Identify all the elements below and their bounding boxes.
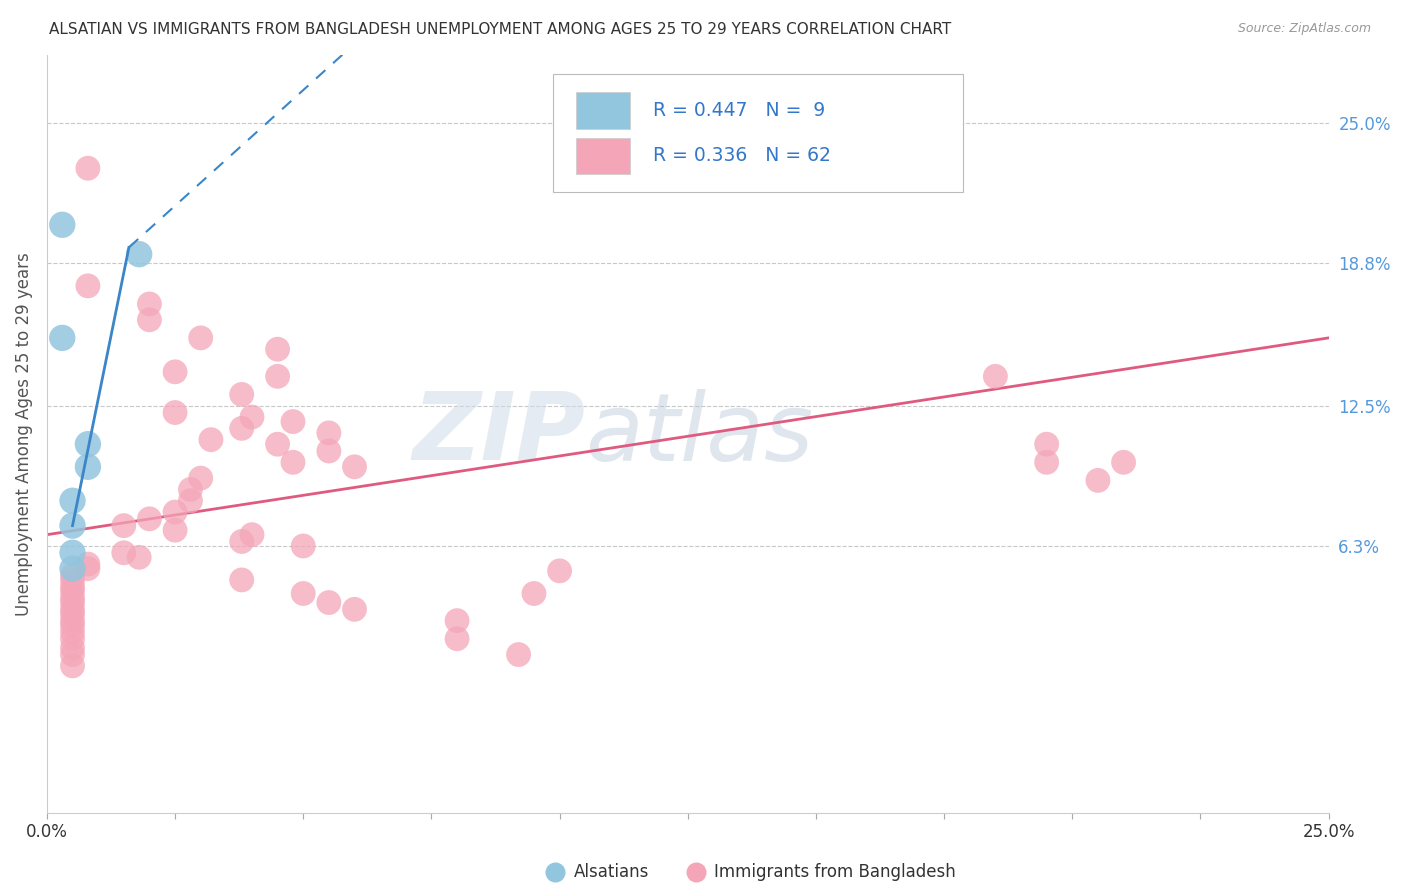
Point [62,573,84,587]
Point [200,433,222,447]
Point [62,584,84,599]
Point [165,365,187,379]
Point [62,640,84,655]
Point [190,471,212,485]
Point [266,437,288,451]
Y-axis label: Unemployment Among Ages 25 to 29 years: Unemployment Among Ages 25 to 29 years [15,252,32,615]
Point [165,505,187,519]
Point [179,493,201,508]
Text: ALSATIAN VS IMMIGRANTS FROM BANGLADESH UNEMPLOYMENT AMONG AGES 25 TO 29 YEARS CO: ALSATIAN VS IMMIGRANTS FROM BANGLADESH U… [49,22,952,37]
Point [165,405,187,419]
Point [231,573,253,587]
Point [62,607,84,621]
Point [281,455,304,469]
Point [318,595,340,609]
Point [112,518,135,533]
Point [138,297,160,311]
Point [62,591,84,605]
Point [77,557,100,571]
Point [62,602,84,616]
Point [77,459,100,474]
Point [292,539,315,553]
Point [281,415,304,429]
Point [231,387,253,401]
Point [266,342,288,356]
Point [446,614,468,628]
Text: Alsatians: Alsatians [574,863,650,881]
Point [62,518,84,533]
Point [62,595,84,609]
Point [165,523,187,537]
Point [62,614,84,628]
Text: atlas: atlas [585,389,814,480]
Point [62,546,84,560]
Text: R = 0.336   N = 62: R = 0.336 N = 62 [654,146,831,165]
Point [77,278,100,293]
Point [984,369,1007,384]
Point [231,534,253,549]
Point [62,561,84,575]
Point [508,648,530,662]
Point [62,624,84,639]
Point [62,658,84,673]
Point [343,602,366,616]
Point [231,421,253,435]
FancyBboxPatch shape [553,74,963,192]
Point [77,437,100,451]
FancyBboxPatch shape [576,92,630,128]
Point [77,161,100,176]
Point [446,632,468,646]
Point [51,331,73,345]
Point [51,218,73,232]
Point [240,410,263,425]
Point [77,561,100,575]
Point [523,586,546,600]
Point [190,331,212,345]
Point [62,580,84,594]
Point [1087,474,1109,488]
Point [112,546,135,560]
Point [62,568,84,582]
Point [343,459,366,474]
Point [1035,455,1057,469]
Point [62,632,84,646]
Point [62,618,84,632]
Point [138,313,160,327]
FancyBboxPatch shape [576,137,630,174]
Point [128,247,150,261]
Point [292,586,315,600]
Point [548,564,571,578]
Point [318,444,340,458]
Text: R = 0.447   N =  9: R = 0.447 N = 9 [654,101,825,120]
Point [1112,455,1135,469]
Point [62,493,84,508]
Text: Source: ZipAtlas.com: Source: ZipAtlas.com [1237,22,1371,36]
Point [1035,437,1057,451]
Point [318,425,340,440]
Point [179,483,201,497]
Point [62,648,84,662]
Text: ZIP: ZIP [412,388,585,480]
Point [138,512,160,526]
Point [240,527,263,541]
Point [266,369,288,384]
Point [128,550,150,565]
Text: Immigrants from Bangladesh: Immigrants from Bangladesh [714,863,956,881]
